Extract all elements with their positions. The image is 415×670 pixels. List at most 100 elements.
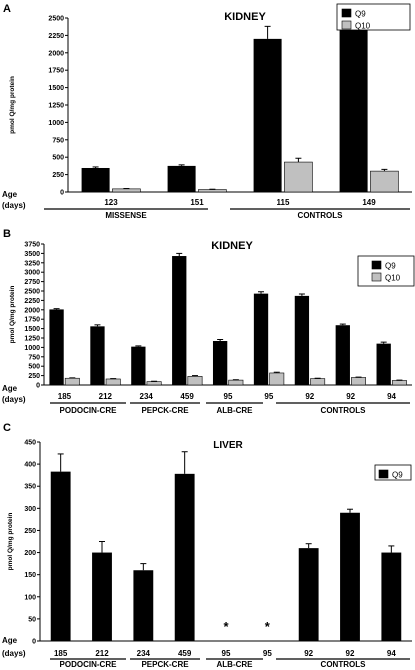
panel-letter: B [3,228,11,240]
y-axis-label: pmol Q/mg protein [9,286,16,344]
group-label: PODOCIN-CRE [60,406,118,415]
bar-q10 [228,379,244,386]
y-tick-label: 150 [24,572,36,579]
y-tick-label: 500 [52,155,64,162]
y-tick-label: 1250 [48,103,64,110]
age-value: 151 [190,198,204,207]
y-tick-label: 750 [28,354,40,361]
age-value: 95 [224,392,233,401]
y-tick-label: 1500 [24,326,40,333]
bar-q10 [198,189,227,193]
age-value: 459 [180,392,194,401]
y-tick-label: 1500 [48,85,64,92]
y-tick-label: 2250 [48,33,64,40]
age-value: 92 [346,392,355,401]
bar-q10 [105,378,121,386]
bar-q9 [253,38,282,192]
y-tick-label: 400 [24,462,36,469]
bar-q9 [92,552,112,641]
age-value: 92 [304,649,313,658]
bar-q9 [50,471,71,641]
y-tick-label: 300 [24,506,36,513]
legend-label-q9: Q9 [385,262,396,271]
age-value: 212 [95,649,109,658]
y-axis-label: pmol Q/mg protein [9,76,16,134]
y-tick-label: 2000 [24,307,40,314]
legend-swatch-q9 [378,469,389,479]
bar-q9 [335,325,350,385]
age-value: 94 [387,392,396,401]
legend-swatch-q10 [371,272,382,282]
age-value: 95 [263,649,272,658]
legend-label-q10: Q10 [355,22,371,31]
bar-q10 [391,380,407,386]
age-label: Age [2,384,18,393]
bar-q9 [90,326,105,385]
age-label: Age [2,190,18,199]
days-label: (days) [2,201,26,210]
age-label: Age [2,636,18,645]
bar-q10 [187,376,203,386]
chart-title: KIDNEY [224,11,266,23]
y-tick-label: 1250 [24,336,40,343]
bar-q9 [167,165,196,192]
group-label: PEPCK-CRE [141,406,189,415]
group-label: MISSENSE [105,211,147,220]
age-value: 212 [99,392,113,401]
legend-swatch-q9 [371,260,382,270]
chart-title: KIDNEY [211,240,253,252]
y-tick-label: 3500 [24,251,40,258]
bar-q9 [298,548,319,641]
group-label: PODOCIN-CRE [60,660,118,669]
age-value: 234 [137,649,151,658]
bar-q9 [376,343,391,385]
group-label: CONTROLS [298,211,344,220]
y-tick-label: 350 [24,484,36,491]
group-label: CONTROLS [321,406,367,415]
y-tick-label: 250 [28,373,40,380]
bar-q9 [133,570,154,641]
y-tick-label: 0 [32,639,36,646]
legend-swatch-q10 [341,20,352,30]
bar-q9 [339,29,368,192]
age-value: 95 [264,392,273,401]
age-value: 185 [54,649,68,658]
bar-q10 [370,170,399,193]
y-tick-label: 100 [24,594,36,601]
legend-swatch-q9 [341,8,352,18]
bar-q9 [174,473,195,641]
age-value: 149 [362,198,376,207]
y-tick-label: 2250 [24,298,40,305]
y-tick-label: 0 [36,383,40,390]
panel-letter: A [3,3,11,15]
y-tick-label: 1000 [48,120,64,127]
group-label: ALB-CRE [217,406,254,415]
bar-q10 [112,188,141,193]
legend-label-q10: Q10 [385,274,401,283]
age-value: 92 [305,392,314,401]
age-value: 234 [140,392,154,401]
age-value: 115 [277,198,290,207]
y-tick-label: 750 [52,137,64,144]
group-label: CONTROLS [321,660,367,669]
y-tick-label: 3750 [24,242,40,249]
y-tick-label: 2500 [48,16,64,23]
age-value: 92 [346,649,355,658]
group-label: ALB-CRE [217,660,254,669]
y-tick-label: 1000 [24,345,40,352]
bar-q9 [212,341,228,385]
bar-q9 [294,295,310,385]
y-tick-label: 250 [52,172,64,179]
bar-q10 [351,377,366,386]
bar-q9 [340,512,360,641]
bar-q9 [253,293,269,385]
bar-q10 [310,378,326,386]
age-value: 95 [222,649,231,658]
bar-q10 [146,381,162,386]
bar-q9 [49,309,64,385]
age-value: 185 [58,392,72,401]
annotation-asterisk: * [223,619,229,634]
age-value: 459 [178,649,192,658]
annotation-asterisk: * [265,619,271,634]
